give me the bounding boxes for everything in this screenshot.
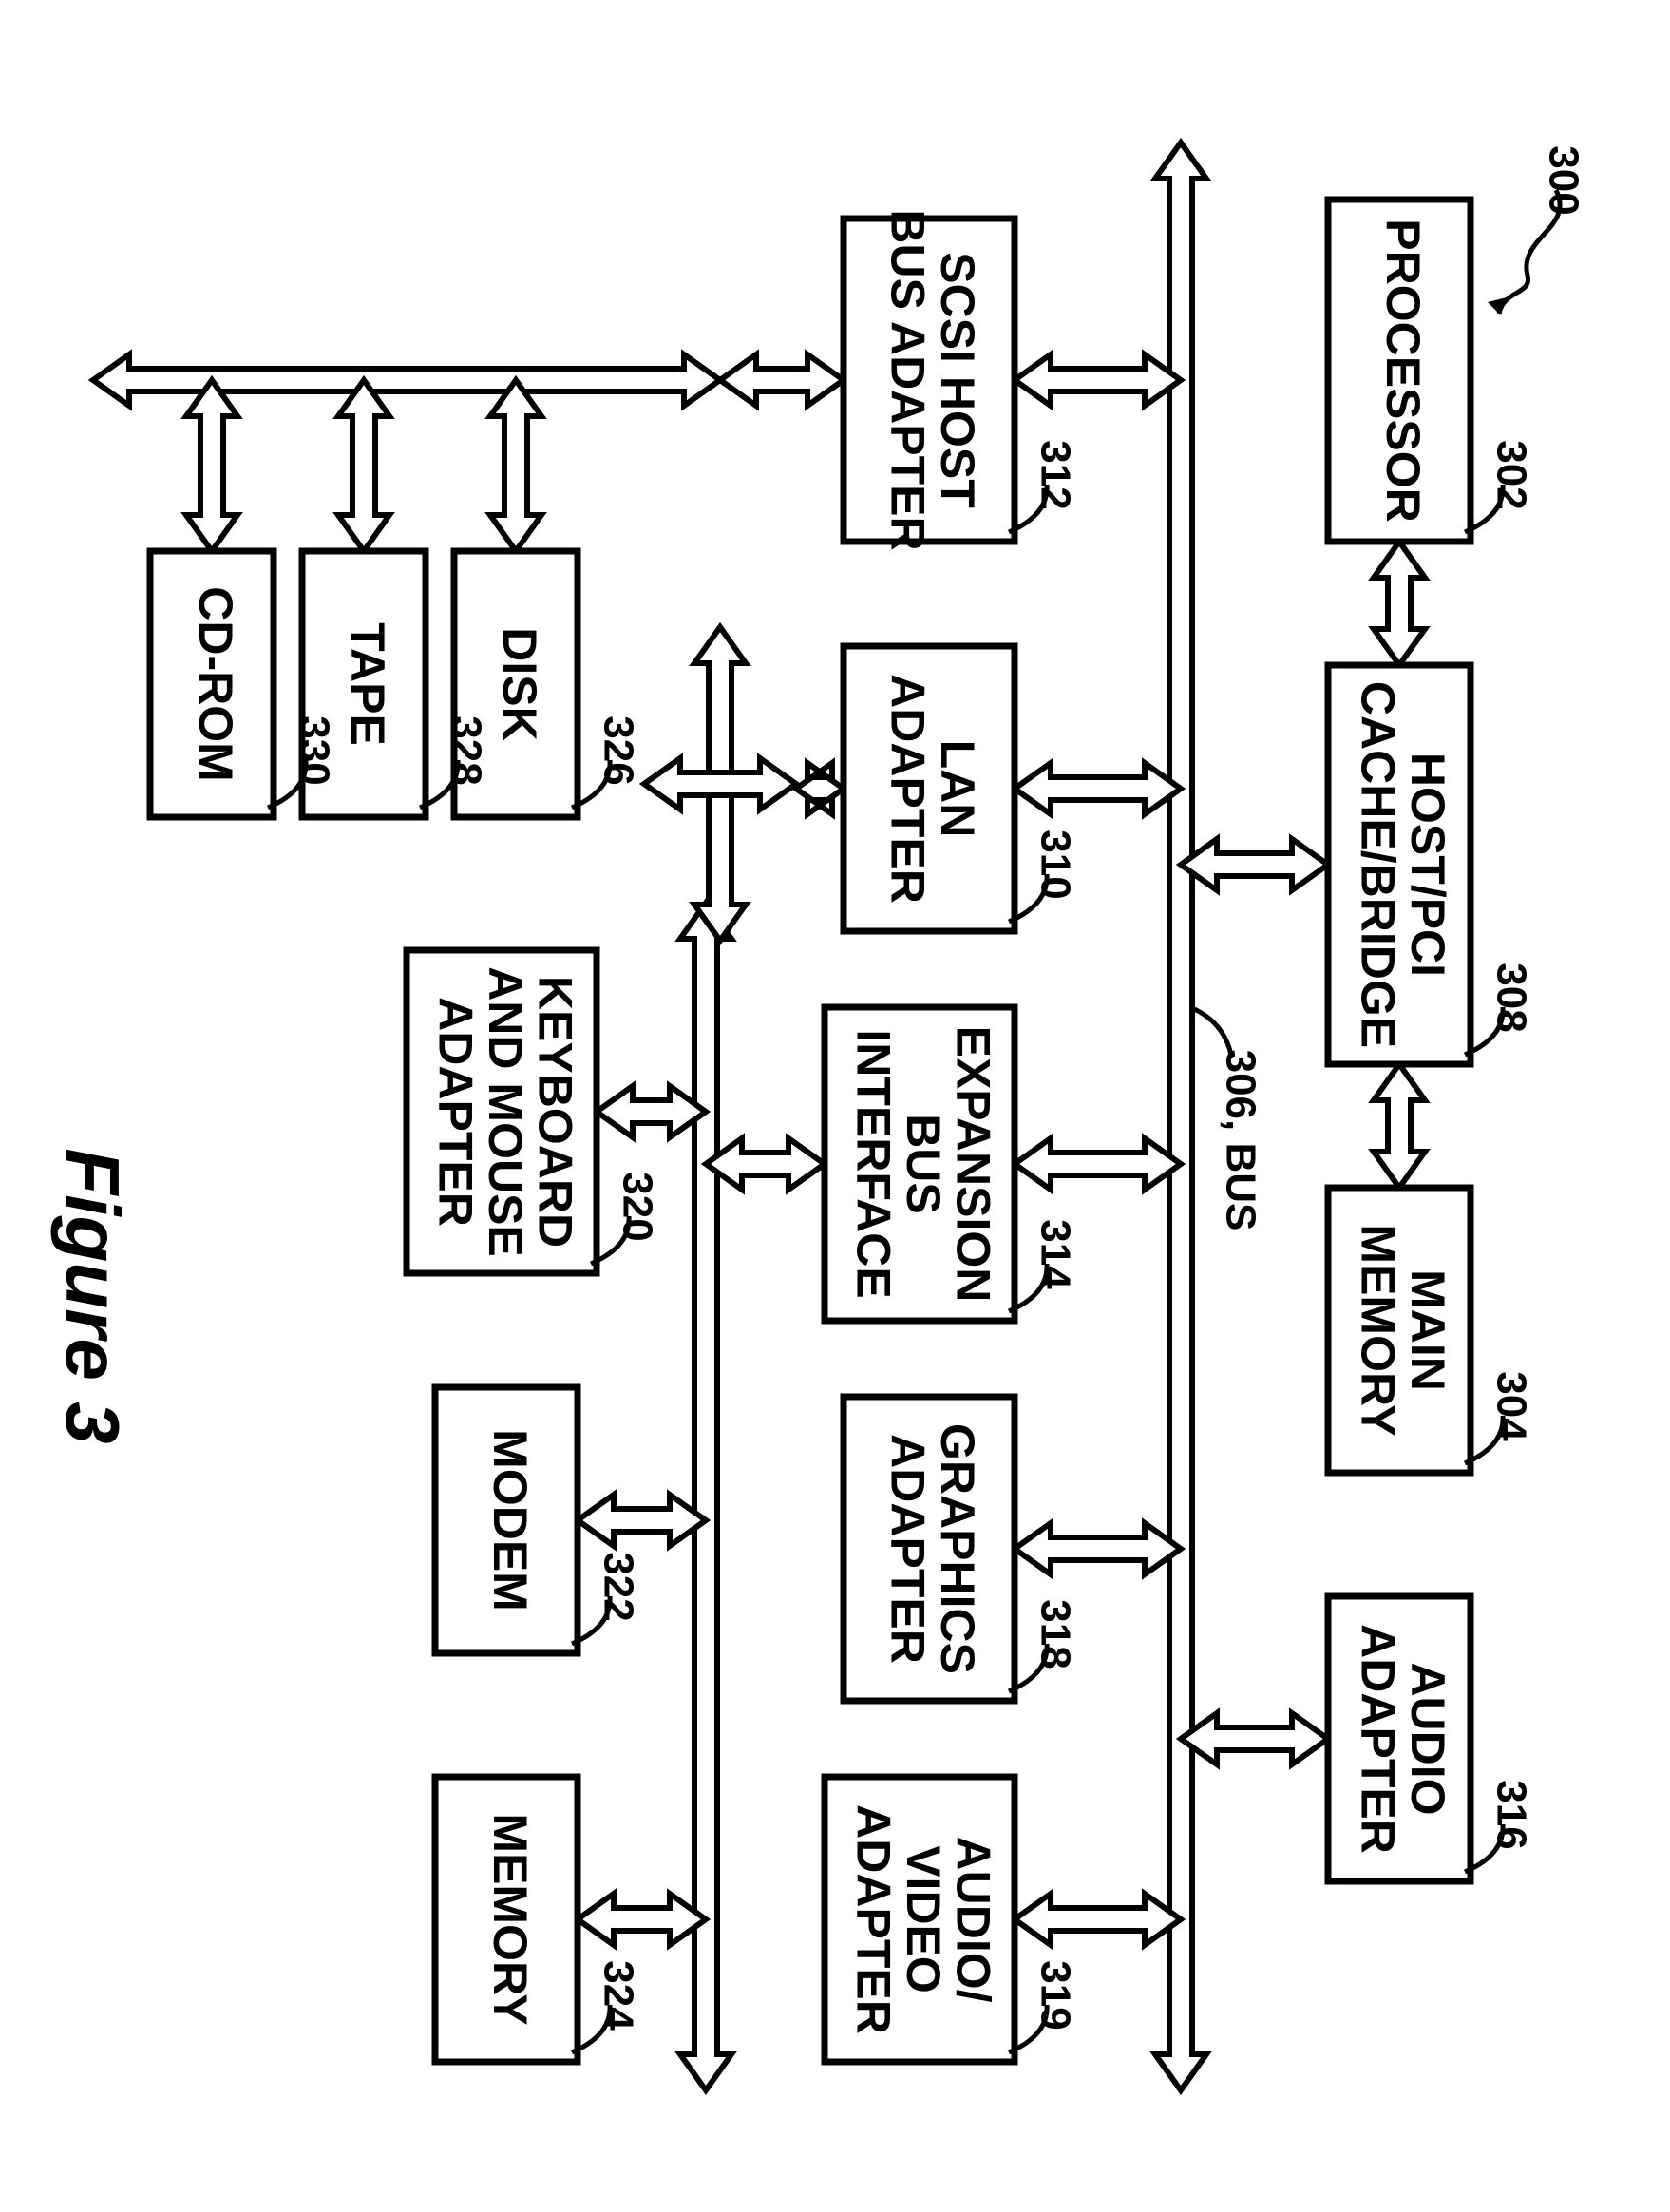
conn-processor-bridge: [1374, 542, 1425, 665]
conn-lan-out: [796, 763, 844, 814]
figure-caption: Figure 3: [50, 1148, 135, 1443]
box-tape-line0: TAPE: [341, 622, 394, 746]
conn-lan-main: [1015, 763, 1181, 814]
diagram-stage: PROCESSOR302HOST/PCICACHE/BRIDGE308MAINM…: [0, 0, 1670, 2212]
box-processor-line0: PROCESSOR: [1376, 219, 1430, 523]
box-av-line2: ADAPTER: [846, 1804, 900, 2034]
label-bridge: 308: [1488, 963, 1534, 1032]
box-lan-line1: ADAPTER: [882, 674, 935, 904]
label-modem: 322: [595, 1552, 641, 1621]
box-lan-line0: LAN: [931, 740, 984, 838]
box-expbus-line2: INTERFACE: [846, 1029, 900, 1298]
conn-bridge-mainmem: [1374, 1064, 1425, 1188]
box-disk-line0: DISK: [493, 627, 546, 740]
conn-memory-exp: [578, 1894, 706, 1945]
label-disk: 326: [595, 715, 641, 785]
conn-scsi-cdrom: [186, 380, 237, 551]
label-cdrom: 330: [291, 715, 337, 785]
label-memory: 324: [595, 1960, 641, 2031]
box-audio-line0: AUDIO: [1401, 1662, 1454, 1815]
conn-modem-exp: [578, 1495, 706, 1546]
box-kbm-line1: AND MOUSE: [479, 966, 532, 1257]
conn-scsi-scsibus: [720, 354, 844, 406]
box-expbus-line0: EXPANSION: [946, 1026, 999, 1303]
box-kbm-line2: ADAPTER: [428, 997, 482, 1227]
bus-label: 306, BUS: [1190, 1007, 1263, 1230]
main-bus: [1155, 143, 1206, 2090]
box-av-line0: AUDIO/: [946, 1837, 999, 2003]
box-mainmem-line1: MEMORY: [1352, 1224, 1405, 1436]
box-bridge-line0: HOST/PCI: [1401, 753, 1454, 977]
figure-ref: 300: [1488, 145, 1586, 314]
conn-kbm-exp: [597, 1086, 706, 1137]
box-av-line1: VIDEO: [897, 1845, 950, 1993]
conn-scsi-tape: [338, 380, 389, 551]
box-bridge-line1: CACHE/BRIDGE: [1352, 681, 1405, 1048]
svg-text:300: 300: [1540, 145, 1586, 215]
conn-graphics-main: [1015, 1523, 1181, 1574]
conn-av-main: [1015, 1894, 1181, 1945]
box-modem-line0: MODEM: [484, 1429, 537, 1611]
box-expbus-line1: BUS: [897, 1114, 950, 1214]
box-scsi-line1: BUS ADAPTER: [882, 209, 935, 550]
conn-scsi-disk: [490, 380, 541, 551]
label-av: 319: [1032, 1960, 1078, 2030]
conn-expbus-exp: [706, 1138, 825, 1190]
box-mainmem: MAINMEMORY 304: [1328, 1188, 1534, 1473]
box-mainmem-line0: MAIN: [1401, 1269, 1454, 1391]
conn-scsi-main: [1015, 354, 1181, 406]
conn-expbus-main: [1015, 1138, 1181, 1190]
box-scsi-line0: SCSI HOST: [931, 252, 984, 507]
conn-bridge-main: [1181, 839, 1328, 890]
label-mainmem: 304: [1488, 1371, 1534, 1441]
svg-text:306, BUS: 306, BUS: [1217, 1050, 1263, 1231]
label-tape: 328: [443, 715, 489, 785]
box-processor: PROCESSOR 302: [1328, 200, 1534, 542]
label-kbm: 320: [614, 1172, 660, 1241]
box-audio-line1: ADAPTER: [1352, 1624, 1405, 1854]
box-cdrom-line0: CD-ROM: [189, 586, 242, 782]
label-expbus: 314: [1032, 1219, 1078, 1289]
box-audio: AUDIOADAPTER 316: [1328, 1596, 1534, 1881]
box-kbm-line0: KEYBOARD: [528, 976, 581, 1248]
diagram-svg: PROCESSOR302HOST/PCICACHE/BRIDGE308MAINM…: [0, 0, 1670, 2212]
box-graphics-line1: ADAPTER: [882, 1434, 935, 1664]
label-scsi: 312: [1032, 440, 1078, 509]
box-graphics-line0: GRAPHICS: [931, 1423, 984, 1674]
conn-audio-main: [1181, 1713, 1328, 1764]
label-graphics: 318: [1032, 1599, 1078, 1669]
scsi-bus: [93, 354, 720, 406]
box-memory-line0: MEMORY: [484, 1813, 537, 2025]
label-processor: 302: [1488, 440, 1534, 509]
box-bridge: HOST/PCICACHE/BRIDGE 308: [1328, 665, 1534, 1064]
label-audio: 316: [1488, 1780, 1534, 1849]
label-lan: 310: [1032, 830, 1078, 899]
